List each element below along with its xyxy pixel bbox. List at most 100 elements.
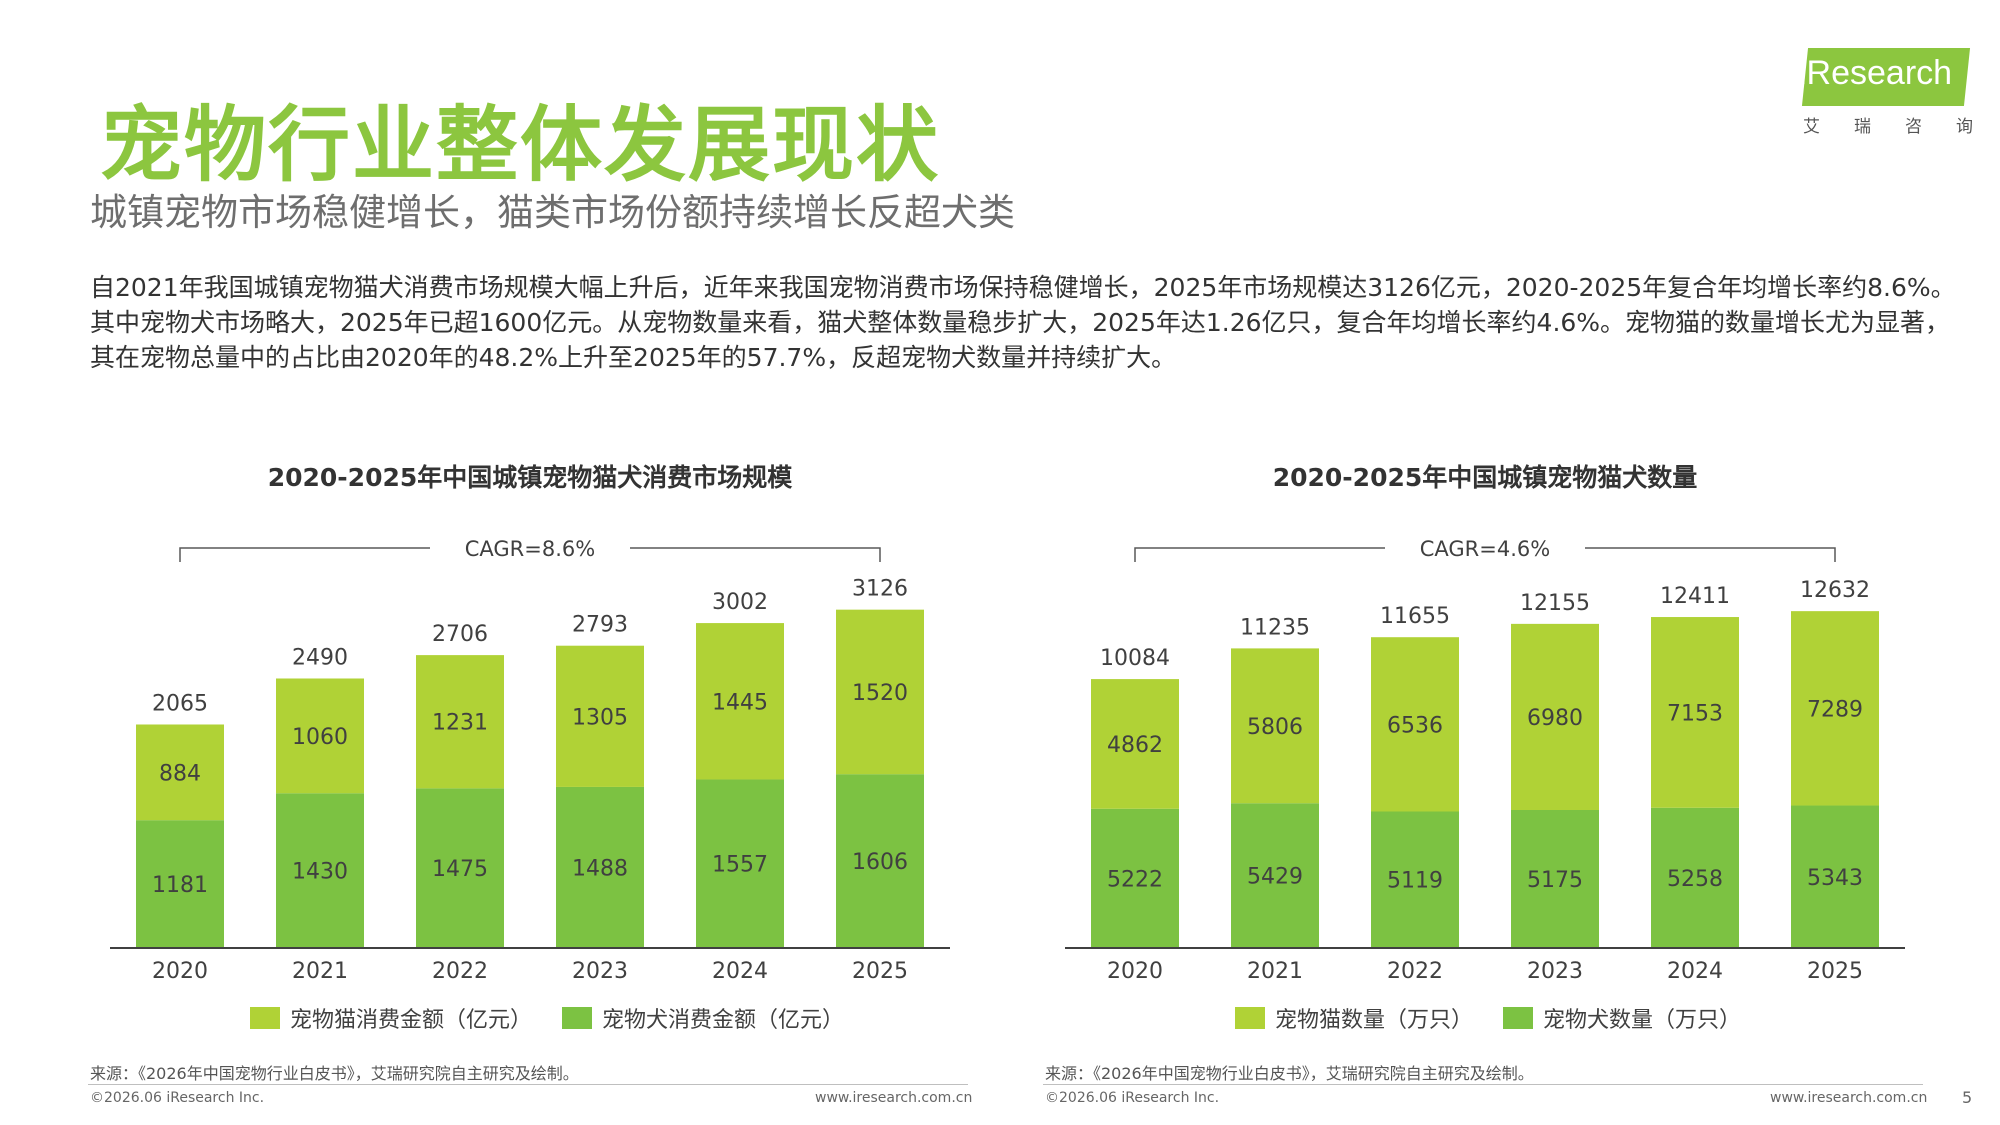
legend-swatch-dog	[562, 1007, 593, 1029]
x-tick-label: 2025	[852, 959, 908, 984]
data-label-dog: 5429	[1247, 865, 1303, 890]
x-tick-label: 2022	[1387, 959, 1443, 984]
cagr-bracket-left	[179, 547, 430, 562]
x-tick-label: 2022	[432, 959, 488, 984]
intro-line: 其在宠物总量中的占比由2020年的48.2%上升至2025年的57.7%，反超宠…	[90, 343, 1177, 372]
data-label-total: 2065	[152, 691, 208, 716]
bar-dog	[416, 788, 504, 948]
intro-paragraph: 自2021年我国城镇宠物猫犬消费市场规模大幅上升后，近年来我国宠物消费市场保持稳…	[90, 270, 1956, 375]
bar-dog	[1651, 807, 1739, 948]
legend-label-dog: 宠物犬消费金额（亿元）	[602, 1008, 845, 1033]
source-note-right: 来源：《2026年中国宠物行业白皮书》，艾瑞研究院自主研究及绘制。	[1045, 1064, 1534, 1083]
data-label-cat: 1060	[292, 725, 348, 750]
x-tick-label: 2021	[292, 959, 348, 984]
x-tick-label: 2023	[1527, 959, 1583, 984]
data-label-total: 10084	[1100, 646, 1170, 671]
data-label-dog: 1606	[852, 850, 908, 875]
bar-cat	[836, 609, 924, 775]
data-label-total: 12632	[1800, 578, 1870, 603]
logo-cn-char: 瑞	[1854, 117, 1871, 137]
bar-dog	[276, 793, 364, 948]
bar-dog	[1091, 808, 1179, 948]
data-label-cat: 1520	[852, 681, 908, 706]
bar-dog	[696, 779, 784, 948]
bar-cat	[1231, 648, 1319, 804]
page-number: 5	[1962, 1088, 1973, 1107]
data-label-dog: 5175	[1527, 868, 1583, 893]
bar-dog	[1231, 803, 1319, 948]
data-label-total: 3126	[852, 577, 908, 602]
page-title: 宠物行业整体发展现状	[100, 98, 941, 193]
bar-cat	[1511, 623, 1599, 810]
data-label-dog: 5258	[1667, 867, 1723, 892]
x-tick-label: 2020	[1107, 959, 1163, 984]
data-label-cat: 1445	[712, 690, 768, 715]
bar-cat	[1371, 637, 1459, 812]
legend-label-cat: 宠物猫消费金额（亿元）	[290, 1008, 533, 1033]
data-label-cat: 884	[159, 761, 201, 786]
intro-line: 其中宠物犬市场略大，2025年已超1600亿元。从宠物数量来看，猫犬整体数量稳步…	[90, 308, 1951, 337]
bar-cat	[416, 655, 504, 789]
data-label-cat: 1231	[432, 711, 488, 736]
data-label-total: 2706	[432, 622, 488, 647]
x-tick-label: 2024	[1667, 959, 1723, 984]
x-tick-label: 2024	[712, 959, 768, 984]
legend-item-cat: 宠物猫消费金额（亿元）	[250, 1002, 532, 1034]
legend-label-cat: 宠物猫数量（万只）	[1275, 1008, 1474, 1033]
x-tick-label: 2021	[1247, 959, 1303, 984]
data-label-total: 2793	[572, 613, 628, 638]
data-label-cat: 6980	[1527, 706, 1583, 731]
bar-cat	[696, 623, 784, 780]
data-label-cat: 5806	[1247, 715, 1303, 740]
x-tick-label: 2023	[572, 959, 628, 984]
data-label-dog: 1488	[572, 856, 628, 881]
legend-item-dog: 宠物犬消费金额（亿元）	[562, 1002, 844, 1034]
cagr-label: CAGR=8.6%	[465, 537, 595, 561]
bar-cat	[1791, 611, 1879, 806]
data-label-cat: 7289	[1807, 697, 1863, 722]
data-label-dog: 1430	[292, 860, 348, 885]
logo-cn-char: 咨	[1905, 117, 1922, 137]
logo-cn-char: 艾	[1803, 117, 1820, 137]
legend-swatch-dog	[1503, 1007, 1534, 1029]
data-label-cat: 4862	[1107, 733, 1163, 758]
bar-cat	[1651, 617, 1739, 808]
market-size-chart: CAGR=8.6% 1181 884 2065 2020 1430 1060 2490 2021…	[110, 537, 950, 984]
data-label-total: 12411	[1660, 584, 1730, 609]
legend-swatch-cat	[250, 1007, 280, 1029]
legend-swatch-cat	[1235, 1007, 1265, 1029]
source-note-left: 来源：《2026年中国宠物行业白皮书》，艾瑞研究院自主研究及绘制。	[90, 1064, 579, 1083]
copyright-left: ©2026.06 iResearch Inc.	[90, 1090, 265, 1106]
site-url-left: www.iresearch.com.cn	[815, 1090, 973, 1106]
intro-line: 自2021年我国城镇宠物猫犬消费市场规模大幅上升后，近年来我国宠物消费市场保持稳…	[90, 273, 1956, 302]
bar-cat	[556, 645, 644, 787]
data-label-total: 3002	[712, 590, 768, 615]
cagr-bracket-left	[1134, 547, 1385, 562]
bar-dog	[836, 774, 924, 948]
bar-dog	[1791, 805, 1879, 948]
logo-text: iResearch	[1799, 54, 1953, 92]
legend-item-dog: 宠物犬数量（万只）	[1503, 1002, 1741, 1034]
data-label-dog: 1557	[712, 853, 768, 878]
legend-market: 宠物猫消费金额（亿元） 宠物犬消费金额（亿元）	[250, 1002, 844, 1034]
bar-dog	[1371, 811, 1459, 948]
site-url-right: www.iresearch.com.cn	[1770, 1090, 1928, 1106]
legend-item-cat: 宠物猫数量（万只）	[1235, 1002, 1473, 1034]
bar-dog	[136, 820, 224, 948]
bar-dog	[1511, 810, 1599, 948]
bar-cat	[1091, 679, 1179, 809]
legend-label-dog: 宠物犬数量（万只）	[1543, 1008, 1742, 1033]
chart-title-population: 2020-2025年中国城镇宠物猫犬数量	[1272, 463, 1698, 492]
footer-divider-left	[88, 1084, 968, 1085]
data-label-total: 2490	[292, 645, 348, 670]
bar-cat	[136, 724, 224, 821]
bar-dog	[556, 786, 644, 948]
data-label-cat: 6536	[1387, 713, 1443, 738]
data-label-dog: 1181	[152, 873, 208, 898]
legend-population: 宠物猫数量（万只） 宠物犬数量（万只）	[1235, 1002, 1741, 1034]
cagr-bracket-right	[630, 547, 881, 562]
data-label-dog: 5119	[1387, 869, 1443, 894]
x-tick-label: 2020	[152, 959, 208, 984]
data-label-dog: 5343	[1807, 866, 1863, 891]
chart-title-market: 2020-2025年中国城镇宠物猫犬消费市场规模	[267, 463, 793, 492]
